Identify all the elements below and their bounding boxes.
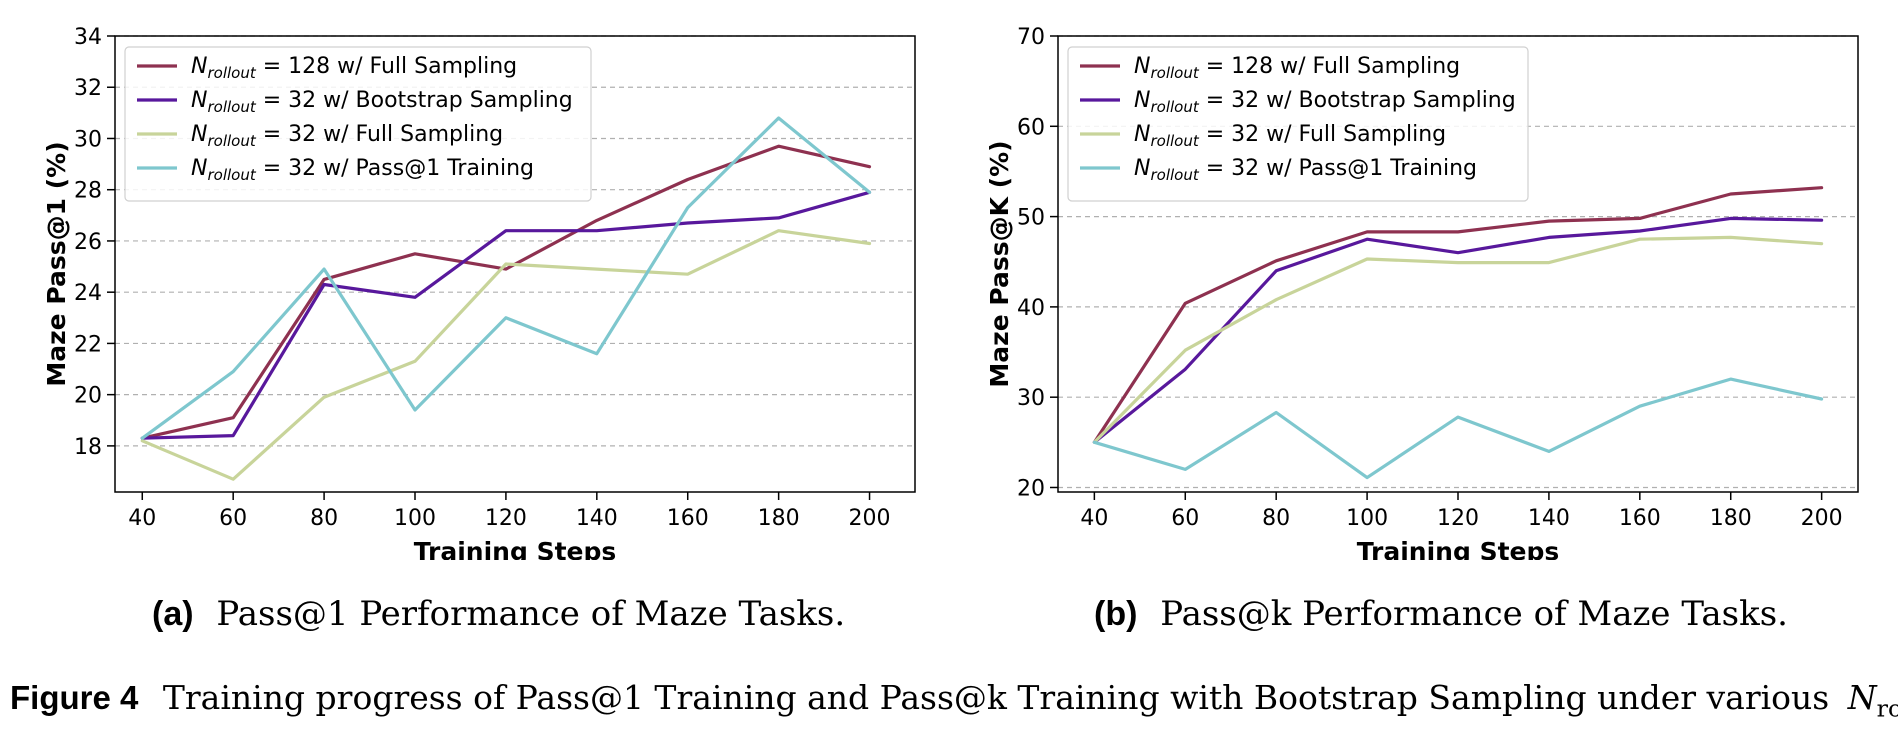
legend-text-b-1: = 32 w/ Bootstrap Sampling <box>1199 88 1516 113</box>
x-tick-label-b-0: 40 <box>1080 506 1108 531</box>
subcaption-a: (a) Pass@1 Performance of Maze Tasks. <box>152 594 845 634</box>
chart-panel-a: 18 20 22 24 26 28 30 32 34 40 60 80 100 120 140 160 180 2… <box>42 25 916 560</box>
legend-symbol-b-2: N <box>1134 122 1150 147</box>
x-tick-label-b-2: 80 <box>1262 506 1290 531</box>
legend-text-b-2: = 32 w/ Full Sampling <box>1199 122 1446 147</box>
legend-symbol-b-1: N <box>1134 88 1150 113</box>
legend-label-b-2: Nrollout = 32 w/ Full Sampling <box>1134 122 1446 150</box>
x-axis-label-b: Training Steps <box>1357 537 1560 560</box>
x-tick-label-a-6: 160 <box>667 506 709 531</box>
y-tick-label-a-1: 20 <box>74 384 102 409</box>
x-tick-label-b-6: 160 <box>1619 506 1661 531</box>
series-line-b-0 <box>1092 186 1824 444</box>
x-tick-label-b-5: 140 <box>1528 506 1570 531</box>
y-tick-label-a-3: 24 <box>74 281 102 306</box>
legend-symbol-a-1: N <box>191 88 207 113</box>
x-tick-label-a-8: 200 <box>849 506 891 531</box>
legend-label-a-2: Nrollout = 32 w/ Full Sampling <box>191 122 503 150</box>
subcaption-b-tag: (b) <box>1094 595 1138 633</box>
y-tick-label-b-3: 50 <box>1017 206 1045 231</box>
legend-text-b-3: = 32 w/ Pass@1 Training <box>1199 156 1477 181</box>
legend-symbol-sub-b-1: rollout <box>1150 98 1199 116</box>
subcaption-a-tag: (a) <box>152 595 194 633</box>
y-tick-label-a-0: 18 <box>74 435 102 460</box>
y-tick-label-b-5: 70 <box>1017 25 1045 50</box>
series-line-a-0 <box>140 144 872 440</box>
legend-text-a-0: = 128 w/ Full Sampling <box>256 54 517 79</box>
x-tick-label-b-7: 180 <box>1710 506 1752 531</box>
series-line-b-2 <box>1092 235 1824 444</box>
series-line-b-1 <box>1092 216 1824 444</box>
legend-box-b <box>1067 46 1529 202</box>
figure-caption-symbol-sub: rollout <box>1876 694 1898 723</box>
legend-text-a-3: = 32 w/ Pass@1 Training <box>256 156 534 181</box>
legend-symbol-sub-b-0: rollout <box>1150 64 1199 82</box>
figure-caption: Figure 4 Training progress of Pass@1 Tra… <box>10 678 1898 723</box>
legend-symbol-sub-a-1: rollout <box>207 98 256 116</box>
chart-panel-b: 20 30 40 50 60 70 40 60 80 100 120 140 160 180 200 Trai… <box>985 25 1859 560</box>
series-line-a-3 <box>140 116 872 440</box>
subcaption-b-text: Pass@k Performance of Maze Tasks. <box>1160 594 1788 634</box>
legend-text-a-1: = 32 w/ Bootstrap Sampling <box>256 88 573 113</box>
legend-label-a-3: Nrollout = 32 w/ Pass@1 Training <box>191 156 534 184</box>
series-line-a-1 <box>140 190 872 440</box>
subcaption-a-text: Pass@1 Performance of Maze Tasks. <box>216 594 846 634</box>
plot-frame-b <box>1057 35 1859 493</box>
legend-symbol-sub-b-2: rollout <box>1150 132 1199 150</box>
y-tick-label-b-2: 40 <box>1017 296 1045 321</box>
series-line-b-3 <box>1092 377 1824 480</box>
x-tick-label-a-2: 80 <box>310 506 338 531</box>
y-tick-label-b-1: 30 <box>1017 386 1045 411</box>
legend-label-a-0: Nrollout = 128 w/ Full Sampling <box>191 54 517 82</box>
y-tick-label-a-4: 26 <box>74 230 102 255</box>
legend-label-a-1: Nrollout = 32 w/ Bootstrap Sampling <box>191 88 573 116</box>
y-axis-label-a: Maze Pass@1 (%) <box>42 141 71 386</box>
legend-symbol-sub-b-3: rollout <box>1150 166 1199 184</box>
legend-symbol-a-2: N <box>191 122 207 147</box>
legend-symbol-sub-a-2: rollout <box>207 132 256 150</box>
legend-text-a-2: = 32 w/ Full Sampling <box>256 122 503 147</box>
y-tick-label-a-7: 32 <box>74 76 102 101</box>
legend-label-b-0: Nrollout = 128 w/ Full Sampling <box>1134 54 1460 82</box>
y-tick-label-b-0: 20 <box>1017 476 1045 501</box>
subcaption-b: (b) Pass@k Performance of Maze Tasks. <box>1094 594 1788 634</box>
x-tick-label-a-4: 120 <box>485 506 527 531</box>
x-tick-label-b-4: 120 <box>1437 506 1479 531</box>
plot-frame-a <box>114 35 916 493</box>
series-line-a-2 <box>140 229 872 481</box>
y-tick-label-b-4: 60 <box>1017 115 1045 140</box>
legend-label-b-1: Nrollout = 32 w/ Bootstrap Sampling <box>1134 88 1516 116</box>
x-tick-label-a-1: 60 <box>219 506 247 531</box>
legend-label-b-3: Nrollout = 32 w/ Pass@1 Training <box>1134 156 1477 184</box>
x-axis-label-a: Training Steps <box>414 537 617 560</box>
y-tick-label-a-8: 34 <box>74 25 102 50</box>
legend-box-a <box>124 46 592 202</box>
legend-text-b-0: = 128 w/ Full Sampling <box>1199 54 1460 79</box>
y-tick-label-a-5: 28 <box>74 179 102 204</box>
figure-caption-tag: Figure 4 <box>10 679 139 716</box>
y-tick-label-a-2: 22 <box>74 332 102 357</box>
y-tick-label-a-6: 30 <box>74 127 102 152</box>
x-tick-label-b-3: 100 <box>1346 506 1388 531</box>
figure-caption-symbol: Nrollout <box>1847 678 1898 723</box>
x-tick-label-b-8: 200 <box>1801 506 1843 531</box>
x-tick-label-b-1: 60 <box>1171 506 1199 531</box>
x-tick-label-a-0: 40 <box>128 506 156 531</box>
legend-symbol-a-3: N <box>191 156 207 181</box>
figure-caption-symbol-letter: N <box>1847 678 1877 717</box>
x-tick-label-a-7: 180 <box>758 506 800 531</box>
legend-symbol-b-0: N <box>1134 54 1150 79</box>
legend-symbol-a-0: N <box>191 54 207 79</box>
y-axis-label-b: Maze Pass@K (%) <box>985 140 1014 387</box>
figure-caption-text: Training progress of Pass@1 Training and… <box>162 678 1830 717</box>
legend-symbol-sub-a-3: rollout <box>207 166 256 184</box>
x-tick-label-a-3: 100 <box>394 506 436 531</box>
legend-symbol-b-3: N <box>1134 156 1150 181</box>
x-tick-label-a-5: 140 <box>576 506 618 531</box>
legend-symbol-sub-a-0: rollout <box>207 64 256 82</box>
